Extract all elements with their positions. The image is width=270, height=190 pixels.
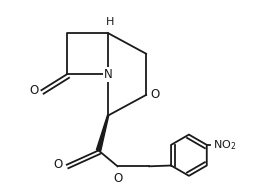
Text: O: O [29,84,38,97]
Text: O: O [151,89,160,101]
Text: O: O [113,172,122,185]
Polygon shape [96,115,109,151]
Text: H: H [106,17,114,27]
Text: NO$_2$: NO$_2$ [213,138,237,152]
Text: N: N [104,68,112,81]
Text: O: O [54,158,63,171]
